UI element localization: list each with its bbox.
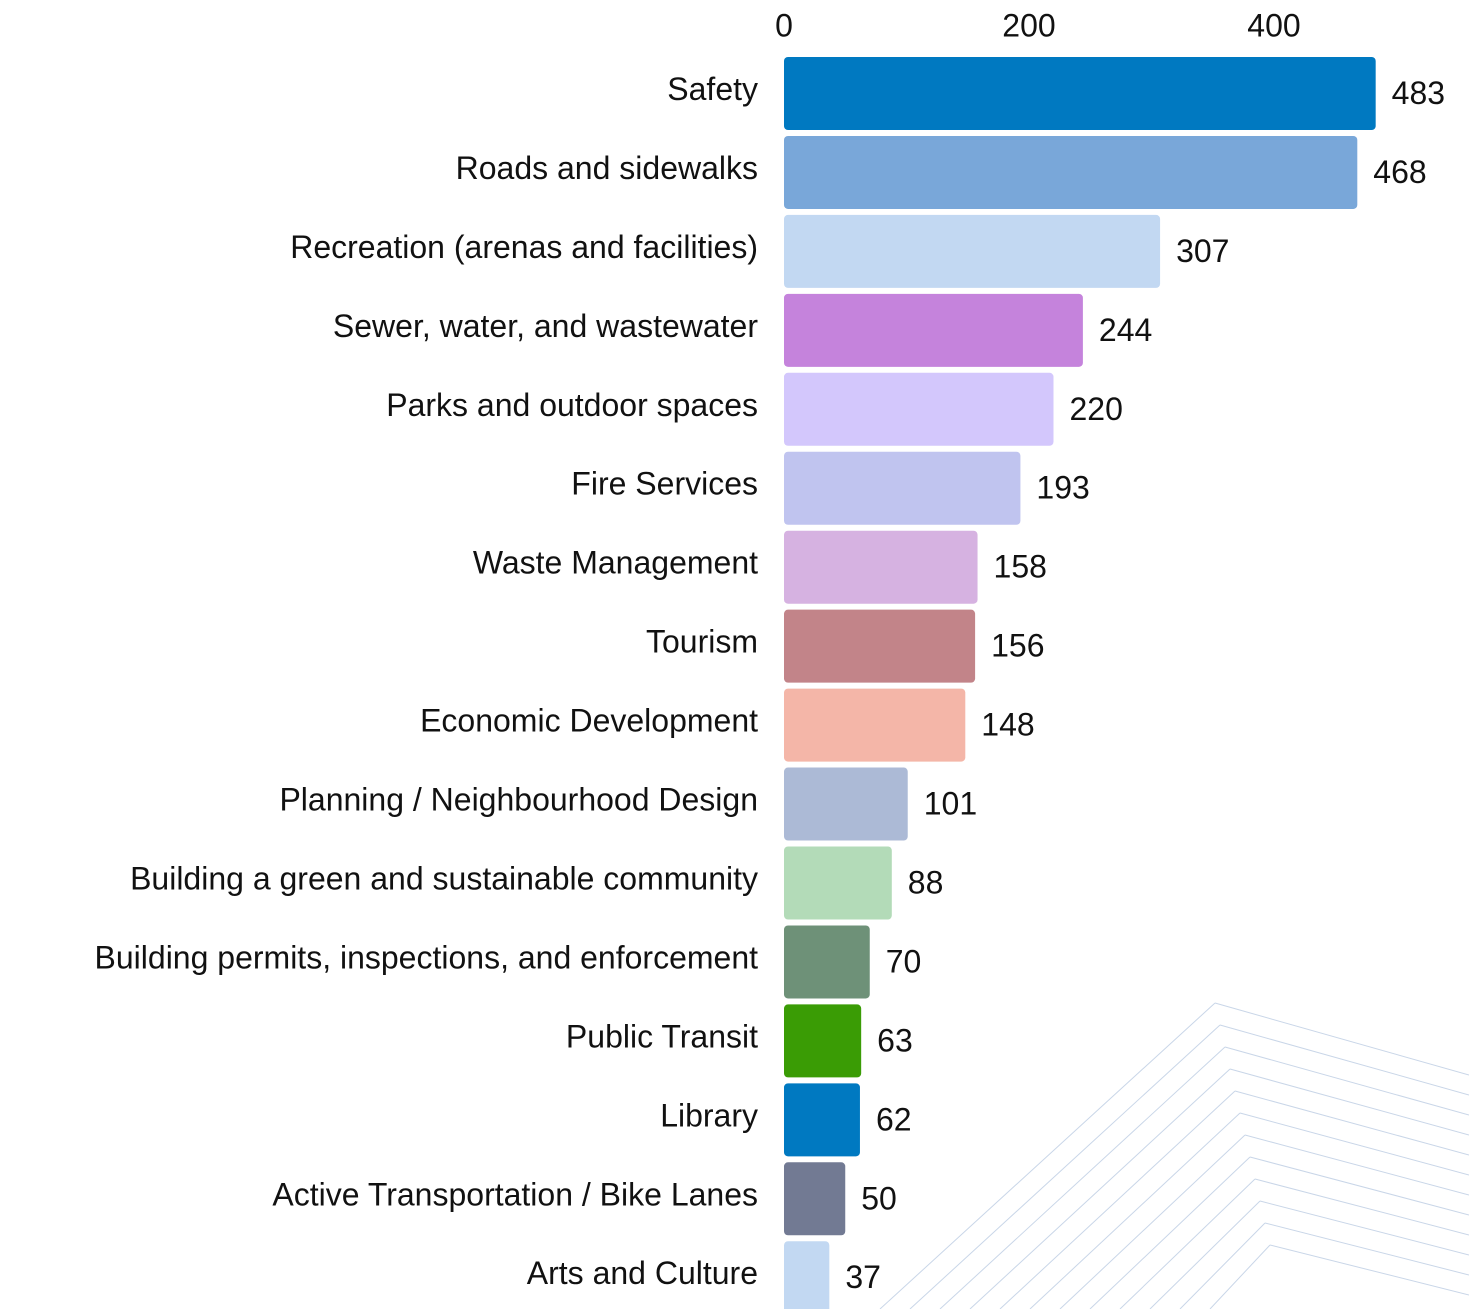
bar	[784, 1241, 830, 1309]
value-label: 244	[1099, 312, 1152, 348]
category-label: Fire Services	[571, 466, 758, 502]
value-label: 193	[1036, 470, 1089, 506]
value-label: 50	[861, 1180, 897, 1216]
x-tick-label: 400	[1247, 7, 1300, 43]
value-label: 101	[924, 786, 977, 822]
value-label: 88	[908, 864, 944, 900]
value-label: 483	[1392, 75, 1445, 111]
category-label: Public Transit	[566, 1018, 758, 1054]
category-label: Recreation (arenas and facilities)	[290, 229, 758, 265]
x-tick-label: 200	[1002, 7, 1055, 43]
value-label: 156	[991, 628, 1044, 664]
bar	[784, 214, 1161, 288]
category-label: Safety	[667, 71, 758, 107]
deco-line	[879, 1002, 1469, 1309]
value-label: 63	[877, 1022, 913, 1058]
category-label: Library	[660, 1097, 758, 1133]
deco-line	[969, 1068, 1469, 1309]
deco-line	[1089, 1156, 1469, 1309]
category-label: Active Transportation / Bike Lanes	[272, 1176, 758, 1212]
value-label: 220	[1070, 391, 1123, 427]
category-label: Parks and outdoor spaces	[386, 387, 758, 423]
background-decoration	[879, 1002, 1469, 1309]
category-label: Tourism	[646, 624, 758, 660]
value-label: 37	[845, 1259, 881, 1295]
bar	[784, 688, 966, 762]
deco-line	[939, 1046, 1469, 1309]
bar	[784, 767, 908, 841]
bar	[784, 1083, 860, 1157]
deco-line	[999, 1090, 1469, 1309]
category-label: Economic Development	[420, 703, 758, 739]
bar	[784, 846, 892, 920]
bar	[784, 530, 978, 604]
bar	[784, 609, 976, 683]
deco-line	[909, 1024, 1469, 1309]
deco-line	[1059, 1134, 1469, 1309]
bar	[784, 372, 1054, 446]
deco-line	[1209, 1244, 1469, 1309]
value-label: 158	[994, 549, 1047, 585]
value-label: 468	[1373, 154, 1426, 190]
category-label: Waste Management	[473, 545, 758, 581]
category-label: Sewer, water, and wastewater	[333, 308, 758, 344]
x-tick-label: 0	[775, 7, 793, 43]
bar	[784, 451, 1021, 525]
category-label: Roads and sidewalks	[456, 150, 758, 186]
bar	[784, 57, 1376, 130]
bar	[784, 293, 1083, 367]
bar	[784, 135, 1358, 209]
category-label: Building permits, inspections, and enfor…	[95, 939, 759, 975]
deco-line	[1149, 1200, 1469, 1309]
value-label: 62	[876, 1101, 912, 1137]
value-label: 307	[1176, 233, 1229, 269]
deco-line	[1119, 1178, 1469, 1309]
bar	[784, 1004, 862, 1078]
bar	[784, 1162, 846, 1236]
category-label: Planning / Neighbourhood Design	[279, 782, 758, 818]
deco-line	[1179, 1222, 1469, 1309]
category-label: Arts and Culture	[527, 1255, 758, 1291]
category-label: Building a green and sustainable communi…	[130, 860, 758, 896]
bar	[784, 925, 870, 999]
value-label: 148	[981, 707, 1034, 743]
value-label: 70	[886, 943, 922, 979]
deco-line	[1029, 1112, 1469, 1309]
